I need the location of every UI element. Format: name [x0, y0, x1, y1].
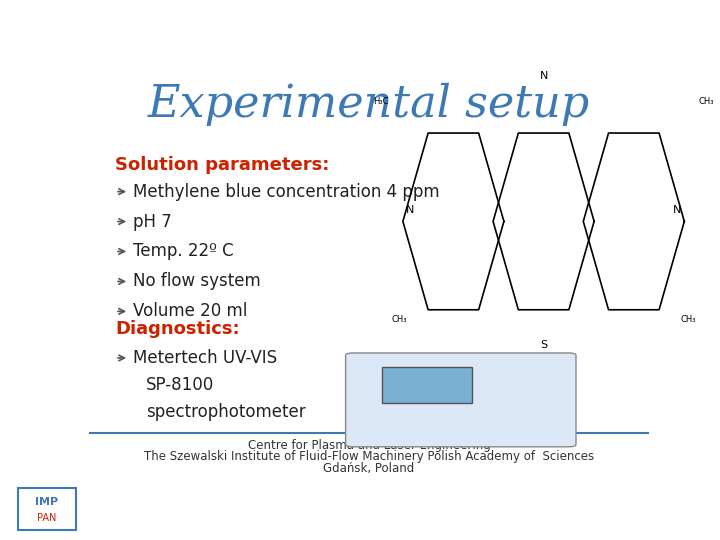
Text: SP-8100: SP-8100 — [145, 376, 214, 394]
Text: Centre for Plasma and Laser Engineering: Centre for Plasma and Laser Engineering — [248, 439, 490, 452]
Text: H₃C: H₃C — [374, 97, 389, 106]
Text: CH₃: CH₃ — [680, 315, 696, 325]
Text: Volume 20 ml: Volume 20 ml — [133, 302, 248, 320]
Text: N: N — [406, 205, 414, 215]
Text: The Szewalski Institute of Fluid-Flow Machinery Polish Academy of  Sciences: The Szewalski Institute of Fluid-Flow Ma… — [144, 450, 594, 463]
Text: Metertech UV-VIS: Metertech UV-VIS — [133, 349, 277, 367]
Bar — [382, 367, 472, 403]
Text: Methylene blue concentration 4 ppm: Methylene blue concentration 4 ppm — [133, 183, 440, 201]
Text: Diagnostics:: Diagnostics: — [115, 320, 240, 338]
Text: CH₃: CH₃ — [698, 97, 714, 106]
FancyBboxPatch shape — [346, 353, 576, 447]
Text: Experimental setup: Experimental setup — [148, 83, 590, 126]
Text: N: N — [673, 205, 681, 215]
Text: Cl: Cl — [485, 377, 494, 387]
Text: S: S — [540, 340, 547, 350]
Text: spectrophotometer: spectrophotometer — [145, 403, 305, 421]
Text: Gdańsk, Poland: Gdańsk, Poland — [323, 462, 415, 475]
Text: N: N — [539, 71, 548, 80]
Text: Temp. 22º C: Temp. 22º C — [133, 242, 233, 260]
Text: IMP: IMP — [35, 497, 58, 507]
Text: CH₃: CH₃ — [392, 315, 407, 325]
Text: pH 7: pH 7 — [133, 213, 171, 231]
Text: Solution parameters:: Solution parameters: — [115, 156, 330, 173]
Text: PAN: PAN — [37, 513, 56, 523]
Text: No flow system: No flow system — [133, 273, 261, 291]
Text: LAB: LAB — [612, 404, 634, 414]
